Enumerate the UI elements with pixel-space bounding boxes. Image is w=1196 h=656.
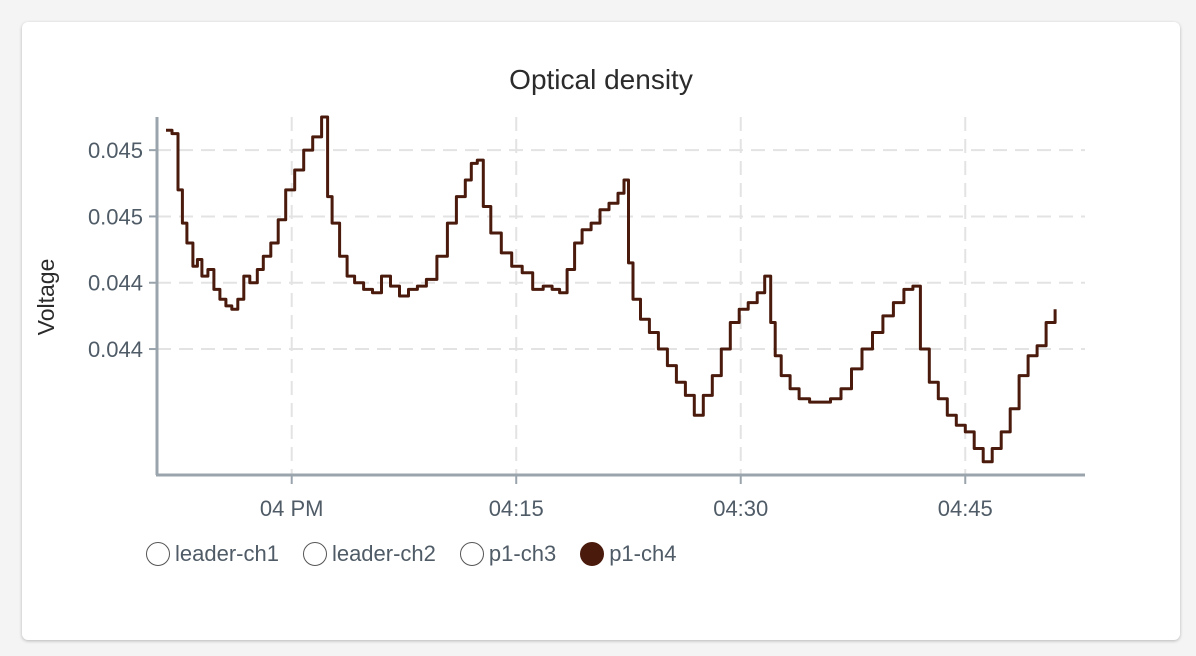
legend-label: p1-ch4: [609, 541, 677, 566]
legend-label: leader-ch2: [331, 541, 436, 566]
legend-item-leader-ch1[interactable]: leader-ch1: [146, 541, 279, 567]
y-tick-label: 0.045: [88, 204, 143, 229]
legend-swatch-icon: [459, 542, 484, 566]
x-tick-label: 04 PM: [260, 496, 324, 521]
chart-svg: 0.045 0.045 0.044 0.044 04 PM 04:15 04:30 04:4…: [33, 115, 1085, 521]
legend-item-p1-ch3[interactable]: p1-ch3: [459, 541, 557, 567]
series-line-p1-ch4: [166, 115, 1057, 464]
legend-item-p1-ch4[interactable]: p1-ch4: [580, 541, 676, 567]
legend-label: leader-ch1: [175, 541, 279, 566]
legend-label: p1-ch3: [488, 541, 557, 566]
y-tick-label: 0.045: [88, 138, 143, 163]
legend-item-leader-ch2[interactable]: leader-ch2: [302, 541, 436, 567]
chart-title: Optical density: [509, 64, 693, 95]
y-axis-label: Voltage: [33, 259, 59, 336]
series-layer: [166, 115, 1057, 464]
chart-card: Optical density 0.045 0.045 0.044 0.044 04 …: [22, 22, 1180, 640]
legend-swatch-icon: [302, 542, 327, 566]
x-tick-labels: 04 PM 04:15 04:30 04:45: [260, 475, 993, 521]
y-tick-label: 0.044: [88, 271, 143, 296]
y-tick-labels: 0.045 0.045 0.044 0.044: [88, 138, 157, 362]
y-tick-label: 0.044: [88, 337, 143, 362]
legend: leader-ch1 leader-ch2 p1-ch3 p1-ch4: [146, 541, 700, 567]
x-tick-label: 04:15: [489, 496, 544, 521]
x-tick-label: 04:45: [938, 496, 993, 521]
legend-swatch-icon: [146, 542, 170, 566]
x-tick-label: 04:30: [713, 496, 768, 521]
legend-swatch-icon: [580, 542, 605, 566]
